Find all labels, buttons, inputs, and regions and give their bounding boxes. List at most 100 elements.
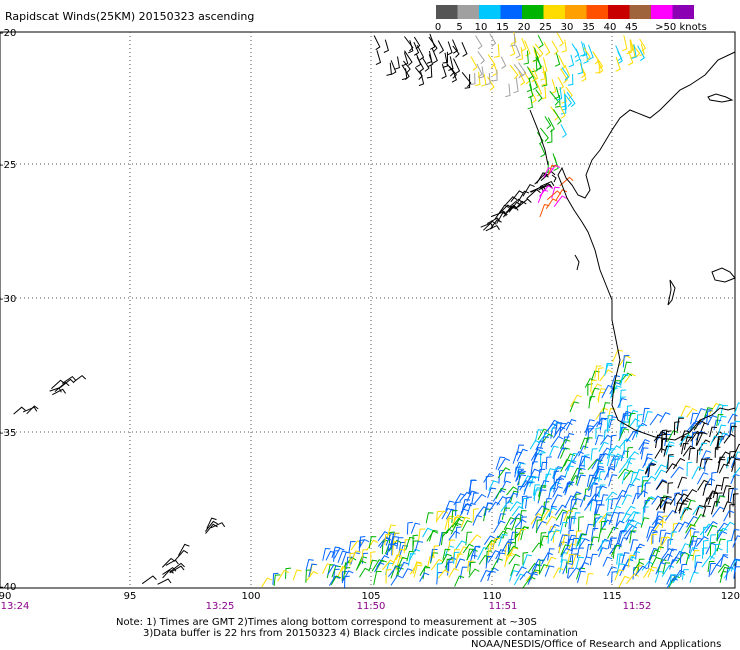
wind-barb <box>545 456 552 470</box>
wind-barb <box>550 79 557 94</box>
wind-barb <box>647 554 656 570</box>
wind-barb <box>416 44 425 61</box>
wind-barb <box>562 534 570 546</box>
wind-barb <box>514 461 525 474</box>
wind-barb <box>727 413 738 424</box>
wind-barb <box>546 129 553 144</box>
wind-barb <box>569 452 579 465</box>
wind-barb <box>652 531 658 544</box>
wind-barb <box>474 545 481 559</box>
wind-barb <box>612 349 623 363</box>
wind-barb <box>677 476 688 489</box>
wind-barb <box>475 35 483 50</box>
wind-barb <box>541 552 553 565</box>
wind-barb <box>690 430 703 442</box>
wind-barb <box>448 567 459 578</box>
wind-barb <box>560 547 572 558</box>
wind-barb <box>373 35 381 51</box>
wind-barb <box>733 566 740 579</box>
wind-barb <box>469 479 476 494</box>
wind-barb <box>542 57 548 74</box>
wind-barb <box>704 521 718 534</box>
wind-barb <box>589 553 598 566</box>
wind-barb <box>593 504 602 516</box>
wind-barb <box>658 529 666 543</box>
wind-barb <box>653 431 667 442</box>
wind-barb <box>729 422 736 435</box>
wind-barb <box>673 421 680 436</box>
wind-barb <box>292 569 302 581</box>
wind-barb <box>587 481 599 492</box>
wind-barb <box>661 564 675 577</box>
note-line-2: 3)Data buffer is 22 hrs from 20150323 4)… <box>143 628 578 639</box>
wind-barb <box>564 64 571 79</box>
wind-barb <box>557 447 568 459</box>
wind-barb <box>679 434 693 446</box>
wind-barb <box>569 548 578 562</box>
wind-barb <box>565 418 577 431</box>
wind-barb <box>498 469 505 484</box>
wind-barb <box>621 472 631 485</box>
wind-barb <box>539 532 547 547</box>
wind-barb <box>650 556 662 568</box>
wind-barb <box>647 463 655 478</box>
wind-barb <box>485 224 500 232</box>
wind-barb <box>486 217 501 225</box>
wind-barb <box>591 458 603 470</box>
wind-barb <box>635 565 644 577</box>
wind-barb <box>472 508 479 523</box>
wind-barb <box>732 420 740 432</box>
wind-barb <box>414 67 423 80</box>
wind-barb <box>630 471 639 484</box>
wind-barb <box>699 458 707 471</box>
wind-barb <box>712 484 722 499</box>
wind-barb <box>544 473 552 489</box>
wind-barb <box>517 47 524 61</box>
legend-tick-label: 30 <box>561 22 574 33</box>
wind-barb <box>484 502 493 516</box>
wind-barb <box>683 436 693 450</box>
wind-barb <box>692 550 700 561</box>
wind-barb <box>687 547 698 560</box>
wind-barb <box>553 470 560 484</box>
wind-barb <box>728 558 740 572</box>
wind-barb <box>570 467 583 481</box>
wind-barb <box>629 539 639 552</box>
wind-barb <box>620 373 629 386</box>
wind-barb <box>485 555 493 569</box>
wind-barb <box>728 451 736 464</box>
wind-barb <box>402 52 409 66</box>
wind-barb <box>441 63 447 79</box>
legend-swatch <box>586 5 608 19</box>
wind-barb <box>361 549 369 562</box>
graticule <box>0 32 735 588</box>
wind-barb <box>555 189 568 201</box>
wind-barb <box>390 574 403 586</box>
wind-barb <box>525 496 532 509</box>
wind-barb <box>534 429 544 443</box>
swath-time-label: 13:25 <box>206 601 235 612</box>
wind-barb <box>508 553 521 565</box>
wind-barb <box>717 424 727 436</box>
wind-barb <box>696 432 708 446</box>
wind-barb <box>702 505 711 518</box>
wind-barb <box>669 531 678 545</box>
wind-barb <box>161 557 176 568</box>
wind-barb <box>691 531 700 546</box>
wind-barb <box>470 56 478 71</box>
wind-barb <box>527 96 533 110</box>
wind-barb <box>565 86 573 100</box>
wind-barb <box>547 164 557 176</box>
island-coast-3 <box>711 267 736 283</box>
wind-barb <box>612 544 620 559</box>
wind-barb <box>331 546 341 559</box>
wind-barb <box>631 44 637 59</box>
wind-barb <box>392 532 400 546</box>
wind-barb <box>604 362 613 374</box>
wind-barb <box>540 436 549 449</box>
wind-barb <box>651 495 663 505</box>
wind-barb <box>461 498 471 511</box>
wind-barb <box>431 47 438 64</box>
wind-barb <box>477 546 489 561</box>
wind-barb <box>580 41 586 57</box>
